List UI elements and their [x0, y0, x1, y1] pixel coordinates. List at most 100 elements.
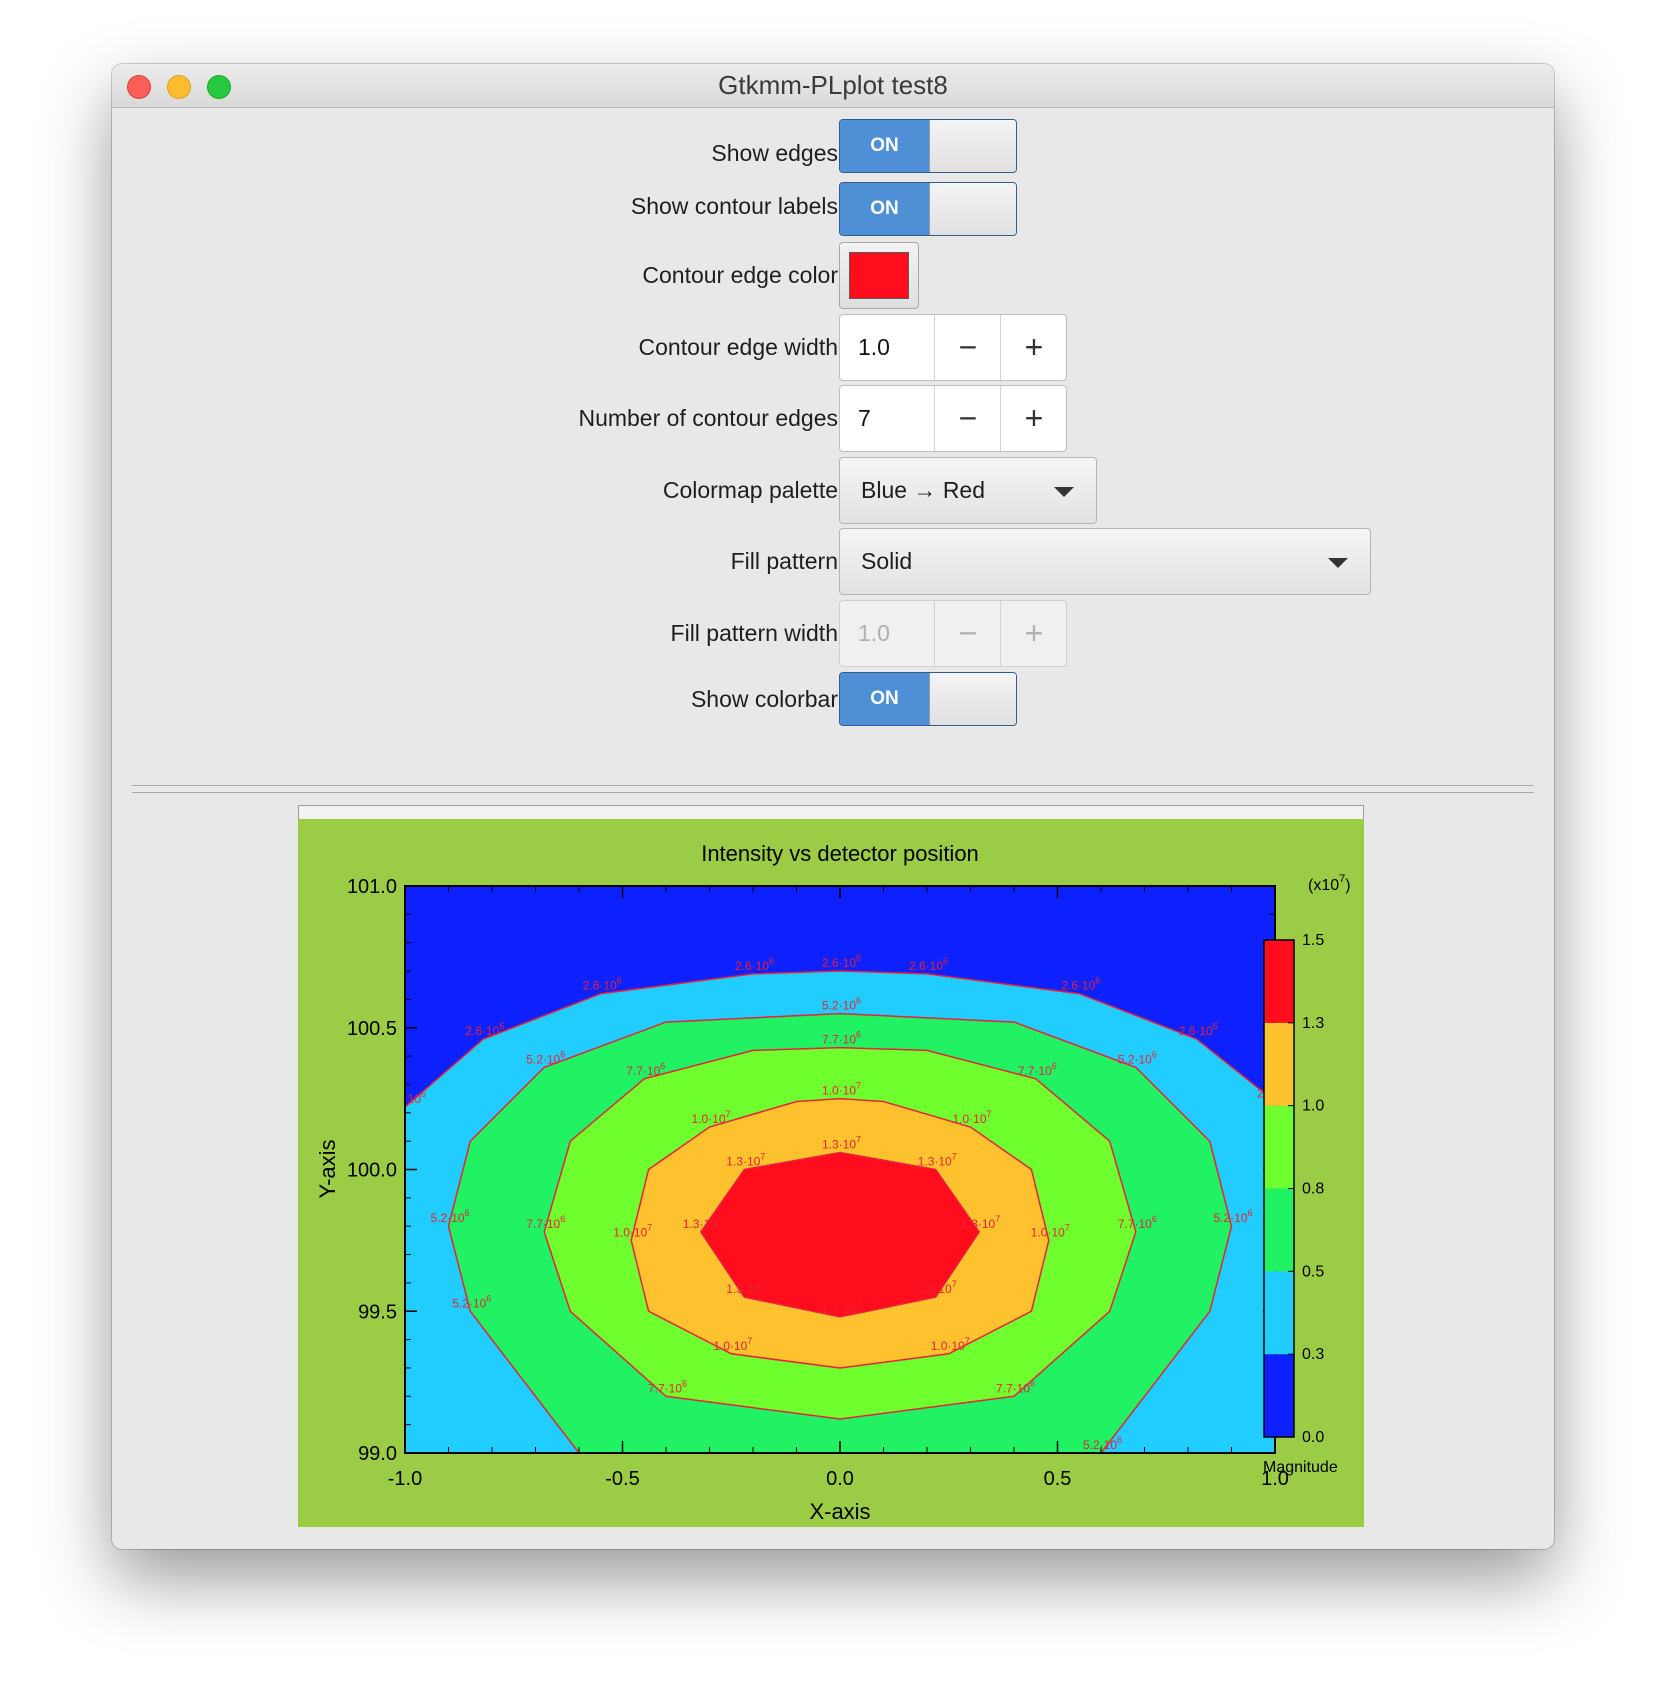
- title-bar: Gtkmm-PLplot test8: [112, 64, 1554, 108]
- contour-label: 5.2·106: [431, 1208, 470, 1225]
- colormap-palette-value: Blue → Red: [861, 477, 986, 503]
- show-colorbar-label: Show colorbar: [690, 686, 838, 712]
- colorbar-tick-label: 0.3: [1302, 1346, 1324, 1363]
- chevron-down-icon: [1328, 558, 1348, 568]
- contour-label-value: 1.0·10: [613, 1225, 647, 1239]
- fill-pattern-width-increment-button: +: [1000, 601, 1066, 666]
- colorbar-multiplier-close: ): [1345, 877, 1350, 894]
- contour-label-exponent: 6: [1117, 1435, 1122, 1445]
- maximize-window-button[interactable]: [207, 75, 231, 99]
- contour-edge-width-spinbutton[interactable]: 1.0 − +: [839, 314, 1067, 381]
- show-edges-switch[interactable]: ON: [839, 119, 1017, 173]
- y-tick-label: 100.5: [347, 1018, 397, 1040]
- colorbar-segment: [1264, 1188, 1294, 1272]
- contour-label-value: 1.0·10: [713, 1339, 747, 1353]
- contour-label-exponent: 6: [1152, 1049, 1157, 1059]
- contour-label: 5.2·106: [1214, 1208, 1253, 1225]
- contour-label-exponent: 7: [952, 1279, 957, 1289]
- contour-label: 5.2·106: [452, 1293, 491, 1310]
- contour-label-exponent: 6: [856, 1030, 861, 1040]
- number-of-contour-edges-decrement-button[interactable]: −: [934, 386, 1001, 451]
- close-window-button[interactable]: [127, 75, 151, 99]
- x-axis-label: X-axis: [809, 1499, 870, 1524]
- show-colorbar-switch[interactable]: ON: [839, 672, 1017, 726]
- contour-label-value: 2.6·10: [1179, 1024, 1213, 1038]
- number-of-contour-edges-value[interactable]: 7: [858, 405, 871, 431]
- contour-edge-color-label: Contour edge color: [642, 262, 838, 288]
- fill-pattern-width-label: Fill pattern width: [670, 620, 838, 646]
- contour-label-exponent: 6: [1052, 1061, 1057, 1071]
- contour-label: 2.6·106: [1061, 976, 1100, 993]
- contour-label-value: 7.7·10: [1118, 1217, 1152, 1231]
- contour-label-exponent: 6: [1095, 976, 1100, 986]
- contour-label-exponent: 6: [856, 996, 861, 1006]
- contour-label: 2.6·106: [735, 956, 774, 973]
- contour-label: 1.3·107: [726, 1152, 765, 1169]
- contour-label-value: 5.2·10: [452, 1296, 486, 1310]
- y-tick-label: 99.5: [358, 1301, 397, 1323]
- contour-label-exponent: 6: [465, 1208, 470, 1218]
- contour-label-exponent: 6: [499, 1021, 504, 1031]
- contour-fill-regions: [405, 886, 1275, 1453]
- contour-label-value: 5.2·10: [431, 1211, 465, 1225]
- minimize-window-button[interactable]: [167, 75, 191, 99]
- contour-label-value: 1.0·10: [931, 1339, 965, 1353]
- y-tick-label: 99.0: [358, 1443, 397, 1465]
- contour-edge-width-decrement-button[interactable]: −: [934, 315, 1001, 380]
- contour-label-value: 1.3·10: [961, 1217, 995, 1231]
- number-of-contour-edges-increment-button[interactable]: +: [1000, 386, 1066, 451]
- contour-label: 1.0·107: [613, 1222, 652, 1239]
- colorbar-segment: [1264, 1354, 1294, 1437]
- colorbar-tick-label: 0.8: [1302, 1181, 1324, 1198]
- contour-edge-1: [405, 970, 1275, 1108]
- contour-label-exponent: 6: [560, 1049, 565, 1059]
- colormap-palette-dropdown[interactable]: Blue → Red: [839, 457, 1097, 524]
- colorbar-segment: [1264, 1022, 1294, 1106]
- contour-label: 7.7·106: [648, 1378, 687, 1395]
- contour-label: 2.6·106: [822, 953, 861, 970]
- contour-label: 7.7·106: [1118, 1214, 1157, 1231]
- pane-separator[interactable]: [132, 785, 1534, 786]
- fill-pattern-width-value: 1.0: [858, 620, 890, 646]
- show-colorbar-switch-knob[interactable]: [929, 673, 1016, 725]
- show-contour-labels-switch[interactable]: ON: [839, 182, 1017, 236]
- contour-label-exponent: 6: [560, 1214, 565, 1224]
- show-edges-on-indicator: ON: [840, 120, 929, 172]
- show-contour-labels-switch-knob[interactable]: [929, 183, 1016, 235]
- number-of-contour-edges-spinbutton[interactable]: 7 − +: [839, 385, 1067, 452]
- contour-edge-width-increment-button[interactable]: +: [1000, 315, 1066, 380]
- contour-label-exponent: 7: [856, 1081, 861, 1091]
- show-edges-switch-knob[interactable]: [929, 120, 1016, 172]
- contour-label-exponent: 7: [747, 1336, 752, 1346]
- contour-label-exponent: 7: [717, 1214, 722, 1224]
- contour-label: 1.3·107: [961, 1214, 1000, 1231]
- contour-label: 1.3·107: [726, 1279, 765, 1296]
- show-contour-labels-on-indicator: ON: [840, 183, 929, 235]
- contour-label-exponent: 6: [660, 1061, 665, 1071]
- contour-edge-4: [630, 1097, 1050, 1369]
- contour-label-value: 7.7·10: [996, 1381, 1030, 1395]
- contour-label-exponent: 7: [647, 1222, 652, 1232]
- colorbar-multiplier-exponent: 7: [1339, 873, 1345, 885]
- fill-pattern-dropdown[interactable]: Solid: [839, 528, 1371, 595]
- fill-pattern-width-spinbutton: 1.0 − +: [839, 600, 1067, 667]
- contour-label-value: 2.6·10: [822, 956, 856, 970]
- contour-label: 2.6·106: [909, 956, 948, 973]
- chevron-down-icon: [1054, 487, 1074, 497]
- chart-title: Intensity vs detector position: [701, 841, 979, 866]
- contour-label: 2.6·106: [1179, 1021, 1218, 1038]
- contour-edge-width-label: Contour edge width: [638, 334, 838, 360]
- contour-label-value: 1.0·10: [822, 1084, 856, 1098]
- contour-label: 1.3·107: [822, 1299, 861, 1316]
- contour-label-value: 7.7·10: [648, 1381, 682, 1395]
- contour-label: 2.6·106: [583, 976, 622, 993]
- x-tick-label: 1.0: [1261, 1468, 1289, 1490]
- contour-label: 1.3·107: [822, 1134, 861, 1151]
- contour-edge-color-button[interactable]: [839, 242, 919, 309]
- contour-label-exponent: 7: [726, 1109, 731, 1119]
- colormap-palette-label: Colormap palette: [662, 477, 838, 503]
- colorbar-tick-label: 1.3: [1302, 1015, 1324, 1032]
- pane-separator-line: [132, 792, 1534, 793]
- contour-edge-width-value[interactable]: 1.0: [858, 334, 890, 360]
- contour-edge-5: [699, 1151, 981, 1318]
